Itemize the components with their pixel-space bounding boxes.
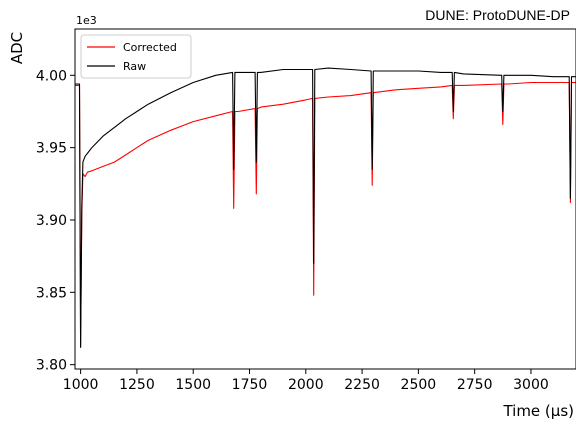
legend: Corrected Raw (80, 34, 192, 79)
x-tick-label: 1250 (119, 377, 155, 393)
x-tick-label: 1000 (63, 377, 99, 393)
y-tick-label: 3.95 (36, 141, 67, 157)
y-tick-label: 3.85 (36, 285, 67, 301)
y-multiplier: 1e3 (76, 14, 97, 27)
series-layer (75, 67, 576, 348)
y-tick-label: 3.90 (36, 213, 67, 229)
x-tick-label: 2000 (288, 377, 324, 393)
x-axis: 1000 1250 1500 1750 2000 2250 2500 2750 3000 (63, 369, 549, 393)
y-axis-label: ADC (8, 32, 26, 64)
x-axis-label: Time (μs) (502, 402, 574, 420)
y-tick-label: 4.00 (36, 68, 67, 84)
plot-frame (74, 28, 576, 370)
legend-label-raw: Raw (123, 60, 146, 73)
chart-title: DUNE: ProtoDUNE-DP (425, 7, 570, 23)
x-tick-label: 1500 (175, 377, 211, 393)
y-tick-label: 3.80 (36, 358, 67, 374)
x-tick-label: 3000 (513, 377, 549, 393)
x-tick-label: 1750 (232, 377, 268, 393)
series-line-raw (75, 67, 576, 348)
x-tick-label: 2500 (401, 377, 437, 393)
x-tick-label: 2250 (344, 377, 380, 393)
x-tick-label: 2750 (457, 377, 493, 393)
y-axis: 3.80 3.85 3.90 3.95 4.00 (36, 68, 75, 374)
legend-label-corrected: Corrected (123, 41, 177, 54)
legend-box (80, 34, 192, 79)
